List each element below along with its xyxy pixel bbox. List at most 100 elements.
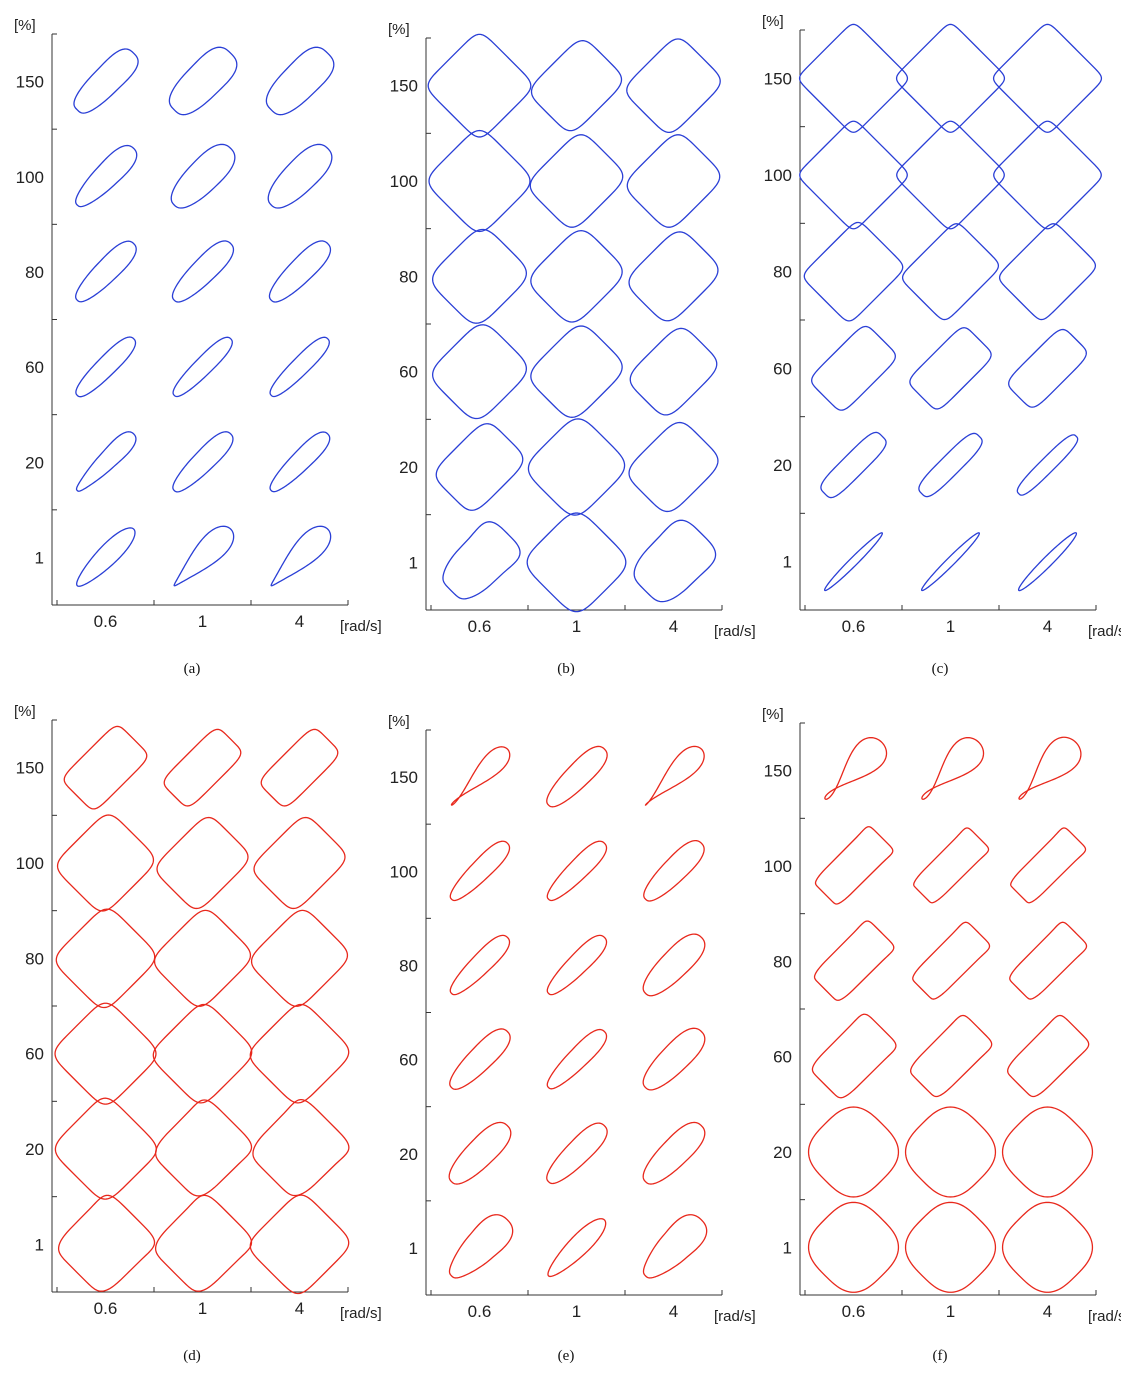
loop-60-1: [909, 327, 992, 410]
loop-1-1: [526, 512, 627, 613]
y-tick-label: 60: [399, 1051, 418, 1070]
loop-1-1: [904, 1201, 997, 1293]
y-unit-label: [%]: [388, 713, 410, 730]
y-tick-label: 80: [25, 263, 44, 282]
panel-caption: (b): [557, 661, 575, 677]
loop-80-0.6: [75, 240, 137, 303]
loop-1-1: [173, 525, 235, 587]
y-tick-label: 150: [390, 77, 418, 96]
loop-150-4: [260, 728, 339, 807]
loop-80-1: [153, 909, 252, 1007]
loop-100-0.6: [75, 144, 138, 208]
loop-80-0.6: [55, 908, 156, 1009]
y-tick-label: 100: [390, 172, 418, 191]
x-unit-label: [rad/s]: [714, 623, 756, 640]
x-tick-label: 0.6: [468, 617, 492, 636]
loop-1-1: [920, 532, 981, 592]
loop-150-1: [546, 745, 608, 808]
loop-80-1: [901, 223, 1000, 321]
loop-1-1: [547, 1218, 607, 1278]
y-unit-label: [%]: [388, 21, 410, 38]
y-tick-label: 150: [764, 762, 792, 781]
x-tick-label: 1: [946, 1302, 955, 1321]
loop-1-0.6: [76, 527, 136, 587]
x-unit-label: [rad/s]: [1088, 1308, 1121, 1325]
loop-100-4: [626, 134, 721, 228]
loop-150-0.6: [798, 23, 909, 133]
y-unit-label: [%]: [14, 17, 36, 34]
y-tick-label: 1: [409, 553, 418, 572]
loop-20-1: [546, 1122, 608, 1185]
loop-20-0.6: [448, 1121, 512, 1185]
loop-100-1: [529, 134, 624, 228]
loop-150-1: [921, 736, 985, 800]
y-tick-label: 80: [399, 267, 418, 286]
x-tick-label: 1: [946, 617, 955, 636]
x-tick-label: 0.6: [468, 1302, 492, 1321]
loop-1-1: [154, 1194, 253, 1292]
y-tick-label: 20: [25, 1140, 44, 1159]
loop-20-4: [1016, 434, 1079, 496]
y-tick-label: 80: [773, 263, 792, 282]
loop-20-0.6: [820, 431, 887, 499]
x-tick-label: 1: [198, 612, 207, 631]
loop-20-0.6: [435, 423, 524, 511]
loop-60-4: [629, 327, 718, 416]
y-tick-label: 150: [16, 759, 44, 778]
loop-80-4: [1009, 921, 1088, 1000]
loop-150-0.6: [824, 736, 888, 800]
loop-100-4: [1010, 827, 1087, 904]
x-unit-label: [rad/s]: [340, 618, 382, 635]
loop-80-1: [546, 934, 608, 996]
loop-20-1: [172, 431, 234, 493]
panel-b: 150 100 80 60 20 1 0.6 1 4 [%] [rad/s] (b): [388, 21, 756, 677]
y-unit-label: [%]: [762, 13, 784, 30]
loop-150-1: [895, 23, 1006, 133]
loop-80-0.6: [432, 228, 527, 324]
x-tick-label: 4: [295, 612, 304, 631]
x-tick-label: 1: [572, 617, 581, 636]
y-tick-label: 100: [390, 862, 418, 881]
loop-60-0.6: [432, 324, 527, 420]
loop-80-0.6: [449, 934, 511, 996]
loop-100-1: [546, 840, 608, 902]
loop-1-0.6: [442, 521, 521, 600]
loop-60-1: [910, 1014, 993, 1098]
loop-60-0.6: [811, 325, 896, 411]
y-tick-label: 100: [764, 166, 792, 185]
panel-c: 150 100 80 60 20 1 0.6 1 4 [%] [rad/s] (c): [762, 13, 1121, 677]
y-tick-label: 100: [16, 168, 44, 187]
loop-20-4: [1001, 1106, 1094, 1198]
loop-80-4: [998, 223, 1097, 321]
loop-100-0.6: [799, 120, 908, 230]
loop-60-0.6: [449, 1028, 511, 1090]
loop-1-4: [249, 1194, 350, 1295]
loop-20-0.6: [807, 1106, 900, 1198]
loop-60-1: [152, 1003, 253, 1104]
y-tick-label: 1: [35, 548, 44, 567]
y-unit-label: [%]: [14, 703, 36, 720]
loop-100-4: [253, 816, 346, 910]
loop-1-4: [270, 525, 332, 587]
loop-20-1: [904, 1106, 997, 1198]
x-tick-label: 0.6: [842, 1302, 866, 1321]
y-tick-label: 80: [25, 949, 44, 968]
y-tick-label: 1: [409, 1239, 418, 1258]
y-tick-label: 150: [16, 73, 44, 92]
loop-1-0.6: [57, 1194, 156, 1292]
loop-80-4: [642, 933, 706, 997]
loop-20-0.6: [54, 1097, 157, 1200]
loop-60-4: [249, 1003, 350, 1104]
loop-100-4: [993, 120, 1102, 230]
y-tick-label: 80: [773, 952, 792, 971]
y-tick-label: 60: [399, 363, 418, 382]
y-tick-label: 60: [773, 1048, 792, 1067]
y-tick-label: 60: [773, 359, 792, 378]
y-unit-label: [%]: [762, 706, 784, 723]
y-tick-label: 20: [773, 456, 792, 475]
loop-80-0.6: [803, 221, 904, 322]
panel-caption: (d): [183, 1348, 201, 1364]
x-tick-label: 0.6: [842, 617, 866, 636]
loop-60-4: [1007, 1014, 1090, 1098]
loop-100-1: [156, 816, 249, 910]
